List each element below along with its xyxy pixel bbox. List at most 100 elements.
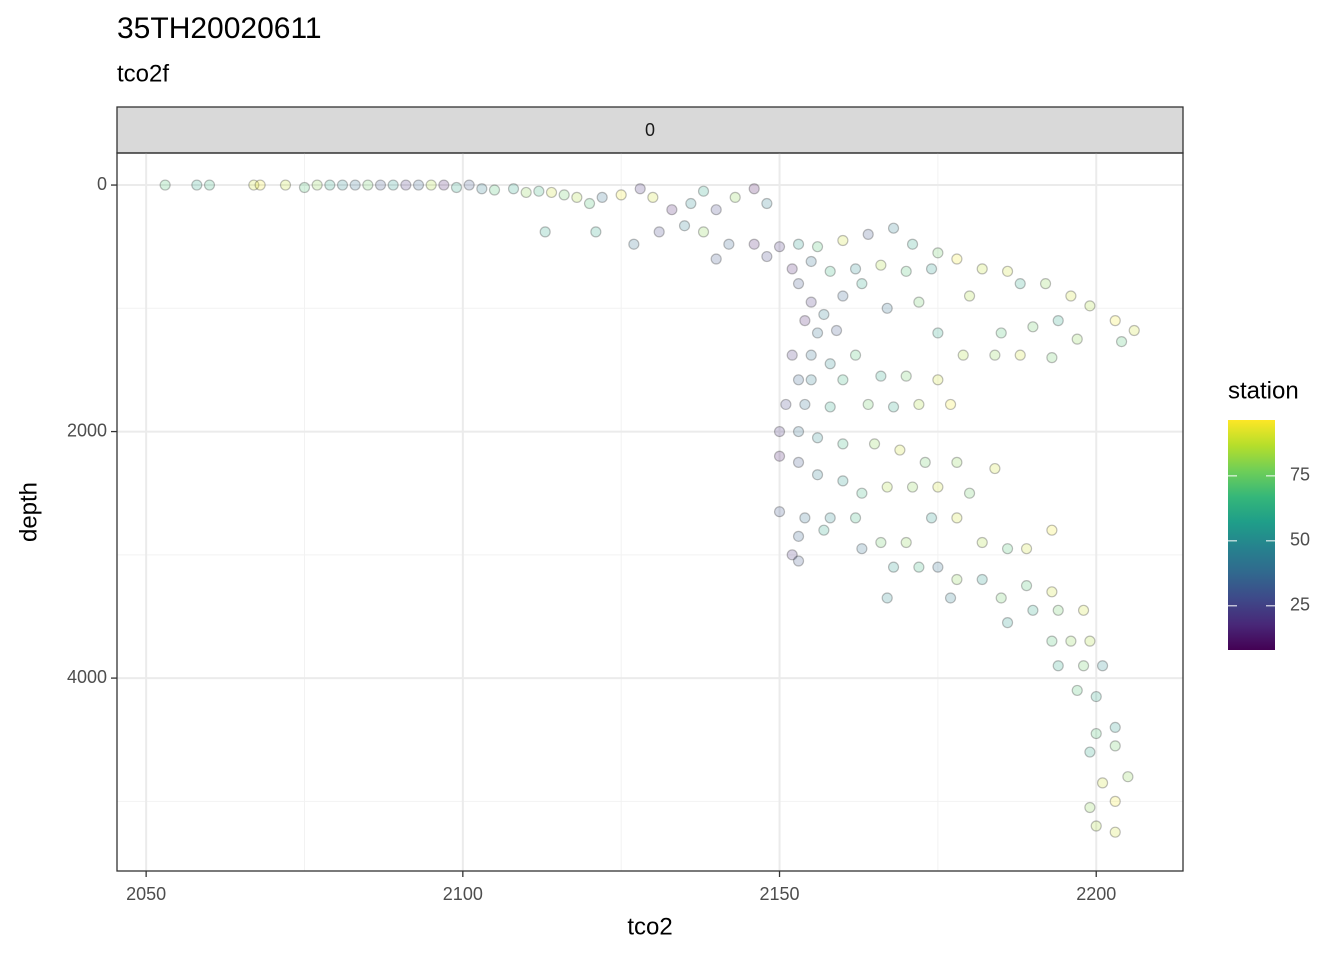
y-tick-label: 0 xyxy=(97,174,107,194)
point xyxy=(374,179,387,191)
point xyxy=(900,370,912,382)
point xyxy=(944,398,957,411)
point xyxy=(596,191,608,203)
point xyxy=(976,536,988,549)
point xyxy=(1065,635,1077,647)
point xyxy=(881,302,893,314)
x-axis-label: tco2 xyxy=(627,913,672,940)
point xyxy=(1115,335,1128,348)
point xyxy=(298,181,311,194)
point xyxy=(647,191,659,203)
point xyxy=(900,536,912,549)
point xyxy=(932,481,944,493)
points xyxy=(159,179,1140,838)
point xyxy=(837,374,849,386)
point xyxy=(951,573,963,586)
point xyxy=(792,278,805,290)
point xyxy=(837,438,849,450)
point xyxy=(1052,660,1064,672)
axes: 2050 2100 2150 2200 0 2000 4000 25 50 75 xyxy=(67,174,1310,904)
point xyxy=(1109,740,1121,752)
facet-strip xyxy=(116,106,1184,154)
point xyxy=(1109,795,1121,807)
point xyxy=(849,263,862,275)
point xyxy=(450,181,463,194)
point xyxy=(976,573,988,586)
point xyxy=(425,179,437,191)
point xyxy=(837,234,849,247)
point xyxy=(1046,524,1058,536)
point xyxy=(1046,635,1058,647)
point xyxy=(362,179,374,191)
point xyxy=(539,226,551,238)
colorbar xyxy=(1228,420,1275,650)
point xyxy=(773,450,786,462)
point xyxy=(805,374,817,386)
point xyxy=(1084,635,1096,647)
point xyxy=(311,179,323,191)
point xyxy=(590,226,602,238)
point xyxy=(248,179,260,191)
point xyxy=(336,179,349,191)
point xyxy=(799,398,811,411)
point xyxy=(279,179,292,191)
point xyxy=(583,197,596,210)
point xyxy=(1052,604,1064,616)
point xyxy=(792,555,805,567)
point xyxy=(881,481,893,493)
point xyxy=(824,358,836,370)
point xyxy=(697,226,710,238)
point xyxy=(963,487,976,499)
point xyxy=(1046,352,1058,364)
point xyxy=(792,425,805,438)
point xyxy=(824,265,836,277)
point xyxy=(324,179,336,191)
point xyxy=(1014,278,1026,290)
x-tick-label: 2050 xyxy=(126,884,166,904)
point xyxy=(1046,586,1058,598)
point xyxy=(856,278,868,290)
point xyxy=(818,308,830,321)
panel-border xyxy=(116,152,1184,872)
point xyxy=(837,290,849,302)
point xyxy=(1077,604,1090,616)
point xyxy=(723,238,735,250)
point xyxy=(387,179,399,191)
point xyxy=(254,179,266,191)
point xyxy=(761,197,773,210)
point xyxy=(191,179,203,191)
point xyxy=(963,290,976,302)
point xyxy=(887,222,900,234)
point xyxy=(995,592,1007,604)
point xyxy=(995,327,1007,339)
point xyxy=(957,349,969,361)
point xyxy=(824,401,836,413)
point xyxy=(1071,333,1083,345)
point xyxy=(792,374,805,386)
point xyxy=(653,226,665,238)
y-tick-label: 2000 xyxy=(67,420,107,440)
x-tick-label: 2150 xyxy=(760,884,800,904)
point xyxy=(811,241,824,253)
point xyxy=(1084,300,1096,312)
chart-subtitle: tco2f xyxy=(117,60,169,87)
point xyxy=(533,185,545,197)
point xyxy=(1084,746,1096,758)
point xyxy=(1001,617,1014,629)
point xyxy=(919,456,931,468)
point xyxy=(824,512,836,524)
point xyxy=(951,253,963,265)
point xyxy=(1071,684,1083,697)
point xyxy=(881,592,893,604)
point xyxy=(748,238,760,250)
point xyxy=(685,197,697,210)
point xyxy=(951,512,963,524)
point xyxy=(761,250,773,263)
facet-label: 0 xyxy=(645,120,655,140)
point xyxy=(906,238,919,250)
point xyxy=(875,259,887,271)
point xyxy=(438,179,450,191)
point xyxy=(830,324,843,337)
point xyxy=(773,506,786,518)
point xyxy=(913,398,925,411)
